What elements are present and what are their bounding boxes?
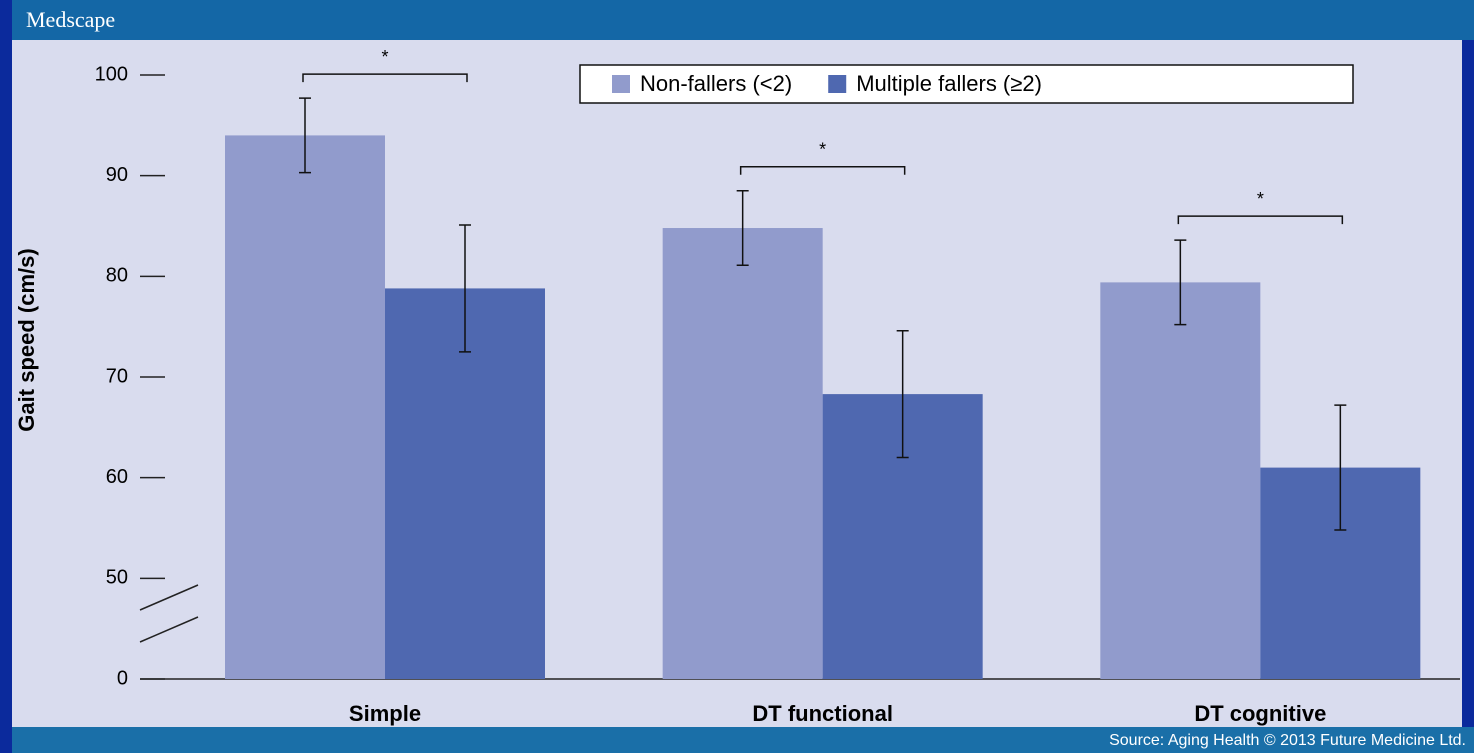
legend-swatch xyxy=(828,75,847,93)
error-bar xyxy=(459,224,471,353)
axis-break xyxy=(139,616,199,643)
error-bar xyxy=(736,190,749,267)
legend-swatch xyxy=(612,75,630,93)
bar xyxy=(225,135,385,679)
y-tick-label: 100 xyxy=(95,63,128,85)
bar xyxy=(1100,282,1261,679)
significance-label: * xyxy=(381,47,388,67)
y-tick-label: 90 xyxy=(106,164,128,186)
x-tick-label: DT functional xyxy=(752,701,893,726)
significance-label: * xyxy=(819,140,826,160)
brand: Medscape xyxy=(26,7,115,32)
significance-bracket xyxy=(302,73,468,83)
x-tick-label: Simple xyxy=(349,701,421,726)
legend-label: Multiple fallers (≥2) xyxy=(856,71,1042,96)
error-bar xyxy=(896,329,909,459)
y-tick-label: 70 xyxy=(106,365,128,387)
error-bar xyxy=(1334,404,1347,531)
y-axis-label: Gait speed (cm/s) xyxy=(14,248,39,431)
bar xyxy=(662,228,823,679)
header-bar xyxy=(12,0,1474,40)
x-tick-label: DT cognitive xyxy=(1194,701,1326,726)
axis-break xyxy=(139,584,199,611)
y-tick-label: 50 xyxy=(106,567,128,589)
legend xyxy=(579,64,1354,104)
legend-label: Non-fallers (<2) xyxy=(640,71,792,96)
y-tick-label: 80 xyxy=(106,265,128,287)
y-tick-label: 0 xyxy=(117,667,128,689)
significance-label: * xyxy=(1257,189,1264,209)
footer-bar xyxy=(12,727,1474,753)
error-bar xyxy=(1174,239,1187,326)
bar xyxy=(385,288,545,679)
y-tick-label: 60 xyxy=(106,466,128,488)
significance-bracket xyxy=(1177,215,1344,225)
significance-bracket xyxy=(739,166,906,175)
source: Source: Aging Health © 2013 Future Medic… xyxy=(1109,732,1466,749)
error-bar xyxy=(299,97,311,174)
